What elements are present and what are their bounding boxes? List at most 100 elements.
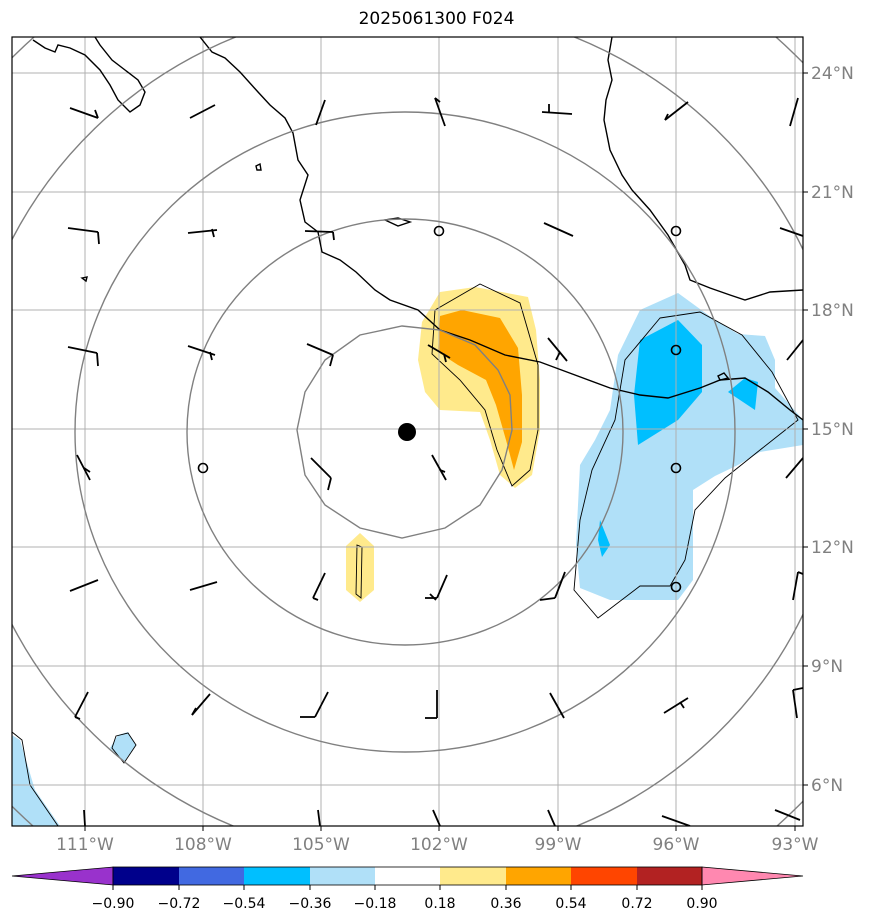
colorbar-extend-min — [11, 866, 114, 886]
colorbar-segment — [506, 867, 571, 885]
wind-barb — [541, 104, 573, 115]
colorbar-segment — [310, 867, 375, 885]
map-frame — [11, 36, 804, 827]
wind-barb — [427, 344, 451, 363]
coastline-islet — [717, 372, 730, 381]
wind-barb — [310, 457, 332, 491]
wind-barb — [434, 97, 446, 127]
calm-circle-icon — [670, 225, 682, 237]
wind-barb — [779, 227, 803, 237]
positive-contour-orange — [438, 310, 522, 470]
colorbar-segment — [637, 867, 702, 885]
wind-barb — [786, 339, 803, 361]
wind-barb — [663, 697, 689, 714]
range-ring-3 — [74, 111, 736, 753]
lat-label: 6°N — [811, 776, 843, 796]
colorbar-segment — [179, 867, 244, 885]
lat-label: 18°N — [811, 301, 854, 321]
negative-contour-lightblue-islet — [110, 732, 136, 762]
lat-label: 15°N — [811, 420, 854, 440]
axis-ticks — [84, 72, 808, 831]
colorbar: −0.90 −0.72 −0.54 −0.36 −0.18 0.18 0.36 … — [11, 866, 804, 912]
colorbar-label: 0.18 — [424, 896, 455, 912]
range-ring-2 — [186, 218, 624, 646]
negative-contour-blue — [634, 320, 702, 445]
wind-barb — [189, 104, 216, 119]
lat-label: 12°N — [811, 538, 854, 558]
calm-circle-icon — [670, 344, 682, 356]
wind-barb — [661, 815, 691, 826]
contour-line-positive — [431, 283, 539, 487]
colorbar-extend-max — [701, 866, 804, 886]
gridlines — [12, 37, 803, 826]
colorbar-label: −0.90 — [92, 896, 135, 912]
negative-contour-lightblue — [576, 293, 803, 600]
lon-label: 105°W — [292, 835, 350, 855]
lon-label: 102°W — [410, 835, 468, 855]
wind-barb — [76, 454, 91, 481]
colorbar-label: −0.18 — [354, 896, 397, 912]
wind-barb — [67, 227, 100, 245]
wind-barb — [69, 107, 99, 119]
wind-barb — [792, 687, 803, 719]
wind-barb — [539, 571, 566, 601]
wind-barb — [187, 345, 216, 361]
colorbar-label: 0.36 — [490, 896, 521, 912]
colorbar-label: −0.72 — [158, 896, 201, 912]
negative-contour-blue-east — [728, 378, 758, 410]
wind-barb — [317, 809, 321, 826]
positive-contour-yellow-small — [346, 533, 374, 602]
wind-barb — [189, 581, 218, 591]
wind-barb — [792, 571, 803, 601]
colorbar-label: −0.54 — [223, 896, 266, 912]
wind-barb — [67, 346, 99, 367]
wind-barbs — [67, 97, 803, 826]
wind-barb — [300, 691, 329, 718]
wind-barb — [83, 809, 86, 826]
storm-center-dot-icon — [398, 423, 416, 441]
wind-barb — [425, 690, 438, 719]
lon-label: 93°W — [772, 835, 819, 855]
contour-line-negative — [573, 311, 799, 619]
coastline-islet — [255, 162, 262, 171]
wind-barb — [74, 691, 89, 720]
coastline-baja — [32, 37, 146, 113]
calm-circle-icon — [433, 225, 445, 237]
colorbar-label: 0.72 — [621, 896, 652, 912]
wind-barb — [432, 809, 441, 826]
lon-label: 99°W — [535, 835, 582, 855]
wind-barb — [789, 97, 799, 127]
colorbar-label: −0.36 — [289, 896, 332, 912]
calm-circle-icon — [670, 581, 682, 593]
lon-label: 108°W — [174, 835, 232, 855]
coastline-islet — [80, 276, 88, 283]
wind-barb — [664, 101, 689, 121]
wind-barb — [549, 692, 565, 719]
colorbar-frame — [112, 866, 703, 886]
wind-barb — [69, 579, 99, 592]
lat-labels: 24°N 21°N 18°N 15°N 12°N 9°N 6°N — [811, 64, 854, 796]
colorbar-segment — [113, 867, 179, 885]
lat-label: 9°N — [811, 657, 843, 677]
contour-line-positive-small — [355, 544, 363, 599]
coastlines — [32, 37, 803, 421]
wind-barb — [543, 222, 574, 237]
lat-label: 24°N — [811, 64, 854, 84]
lat-label: 21°N — [811, 183, 854, 203]
negative-contour-lightblue-sw — [12, 735, 60, 826]
wind-barb — [315, 99, 326, 126]
wind-barb — [425, 574, 448, 601]
wind-barb — [785, 457, 803, 479]
negative-contour-blue-small — [598, 520, 610, 557]
coastline-mexico-pacific — [199, 37, 803, 421]
filled-contours — [12, 287, 803, 826]
coastline-gulf — [603, 37, 803, 301]
contour-lines — [12, 283, 799, 826]
range-ring-1 — [296, 325, 513, 539]
calm-wind-markers — [197, 225, 682, 593]
wind-barb — [547, 337, 568, 362]
calm-circle-icon — [670, 462, 682, 474]
wind-barb — [774, 809, 801, 821]
